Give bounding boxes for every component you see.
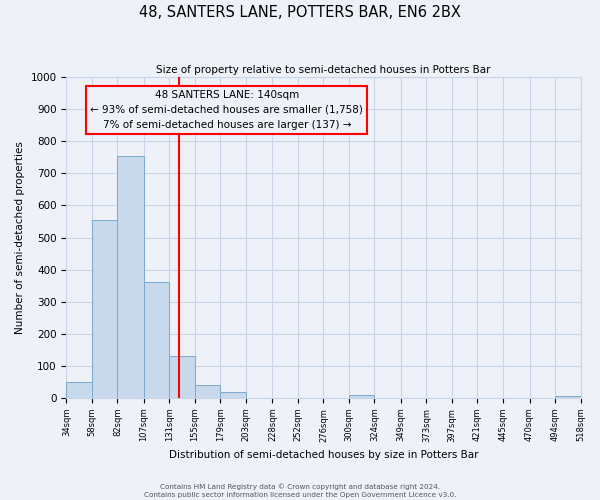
Bar — [144, 282, 169, 398]
Bar — [92, 220, 118, 398]
Bar — [195, 385, 220, 398]
Text: 48 SANTERS LANE: 140sqm
← 93% of semi-detached houses are smaller (1,758)
7% of : 48 SANTERS LANE: 140sqm ← 93% of semi-de… — [91, 90, 363, 130]
Bar — [555, 396, 581, 398]
Bar — [67, 382, 92, 398]
Bar — [220, 392, 246, 398]
Text: Contains HM Land Registry data © Crown copyright and database right 2024.
Contai: Contains HM Land Registry data © Crown c… — [144, 484, 456, 498]
Text: 48, SANTERS LANE, POTTERS BAR, EN6 2BX: 48, SANTERS LANE, POTTERS BAR, EN6 2BX — [139, 5, 461, 20]
Bar — [349, 396, 374, 398]
Bar — [118, 156, 144, 398]
Title: Size of property relative to semi-detached houses in Potters Bar: Size of property relative to semi-detach… — [156, 65, 491, 75]
Bar — [169, 356, 195, 398]
Y-axis label: Number of semi-detached properties: Number of semi-detached properties — [15, 141, 25, 334]
X-axis label: Distribution of semi-detached houses by size in Potters Bar: Distribution of semi-detached houses by … — [169, 450, 478, 460]
